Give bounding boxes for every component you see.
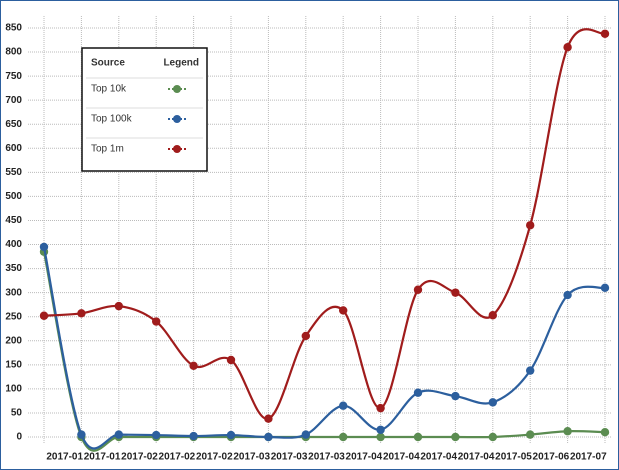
point [526,366,535,375]
legend-header: Legend [163,58,199,69]
y-tick-label: 150 [5,359,22,370]
legend-label: Top 100k [91,114,133,125]
x-tick-label: 2017-02 [196,452,233,463]
point [413,285,423,294]
x-tick-label: 2017-07 [570,452,607,463]
legend-icon-dot [173,115,181,123]
point [114,430,124,439]
point [77,430,86,439]
legend: Source Legend Top 10k Top 100k Top 1m [81,47,208,172]
x-tick-label: 2017-03 [233,452,270,463]
y-tick-label: 400 [5,239,22,250]
legend-icon-dot [173,85,181,93]
y-tick-label: 600 [5,143,22,154]
point [339,401,348,410]
point [152,317,161,326]
x-tick-label: 2017-06 [533,452,570,463]
y-tick-label: 200 [5,335,22,346]
point [600,29,610,38]
point [339,432,348,442]
y-tick-label: 750 [5,71,22,82]
x-tick-label: 2017-04 [346,452,383,463]
point [563,290,572,300]
x-tick-label: 2017-04 [458,452,495,463]
point [376,432,385,442]
point [301,430,310,439]
point [189,431,198,441]
point [600,283,610,293]
point [114,301,124,311]
point [226,355,236,365]
y-tick-label: 550 [5,167,22,178]
point [451,432,460,442]
legend-header: Source [91,58,125,69]
y-tick-label: 50 [11,408,23,419]
legend-box [81,47,208,172]
point [600,427,610,437]
point [301,331,310,341]
x-tick-label: 2017-01 [46,452,83,463]
point [563,43,572,52]
y-tick-label: 650 [5,119,22,130]
point [451,391,460,401]
legend-label: Top 1m [91,144,124,155]
point [526,430,535,439]
point [488,398,497,407]
x-tick-label: 2017-03 [271,452,308,463]
point [488,311,497,320]
point [77,309,86,318]
point [488,432,497,442]
y-tick-label: 350 [5,263,22,274]
point [413,432,423,442]
legend-label: Top 10k [91,84,127,95]
x-tick-label: 2017-02 [159,452,196,463]
y-tick-label: 250 [5,311,22,322]
y-tick-label: 0 [16,432,22,443]
y-tick-label: 450 [5,215,22,226]
point [264,432,273,442]
legend-icon-dot [173,145,181,153]
lines [39,28,610,452]
x-tick-label: 2017-04 [420,452,457,463]
point [226,430,236,440]
point [451,288,460,297]
x-tick-label: 2017-05 [495,452,532,463]
point [152,430,161,440]
y-tick-label: 800 [5,47,22,58]
y-tick-label: 300 [5,287,22,298]
x-tick-label: 2017-04 [383,452,420,463]
point [39,311,49,320]
point [376,403,385,413]
y-tick-label: 500 [5,191,22,202]
point [376,425,385,434]
x-tick-label: 2017-03 [308,452,345,463]
point [39,242,49,252]
y-tick-label: 700 [5,95,22,106]
x-tick-label: 2017-01 [84,452,121,463]
y-tick-label: 100 [5,384,22,395]
point [264,414,273,423]
y-tick-label: 850 [5,23,22,34]
point [413,388,423,397]
x-tick-label: 2017-02 [121,452,158,463]
point [526,221,535,230]
point [189,361,198,370]
point [339,306,348,315]
point [563,427,572,436]
grid: 0 50 100 150 200 250 300 350 400 450 500 550 600 650 7… [5,16,612,463]
